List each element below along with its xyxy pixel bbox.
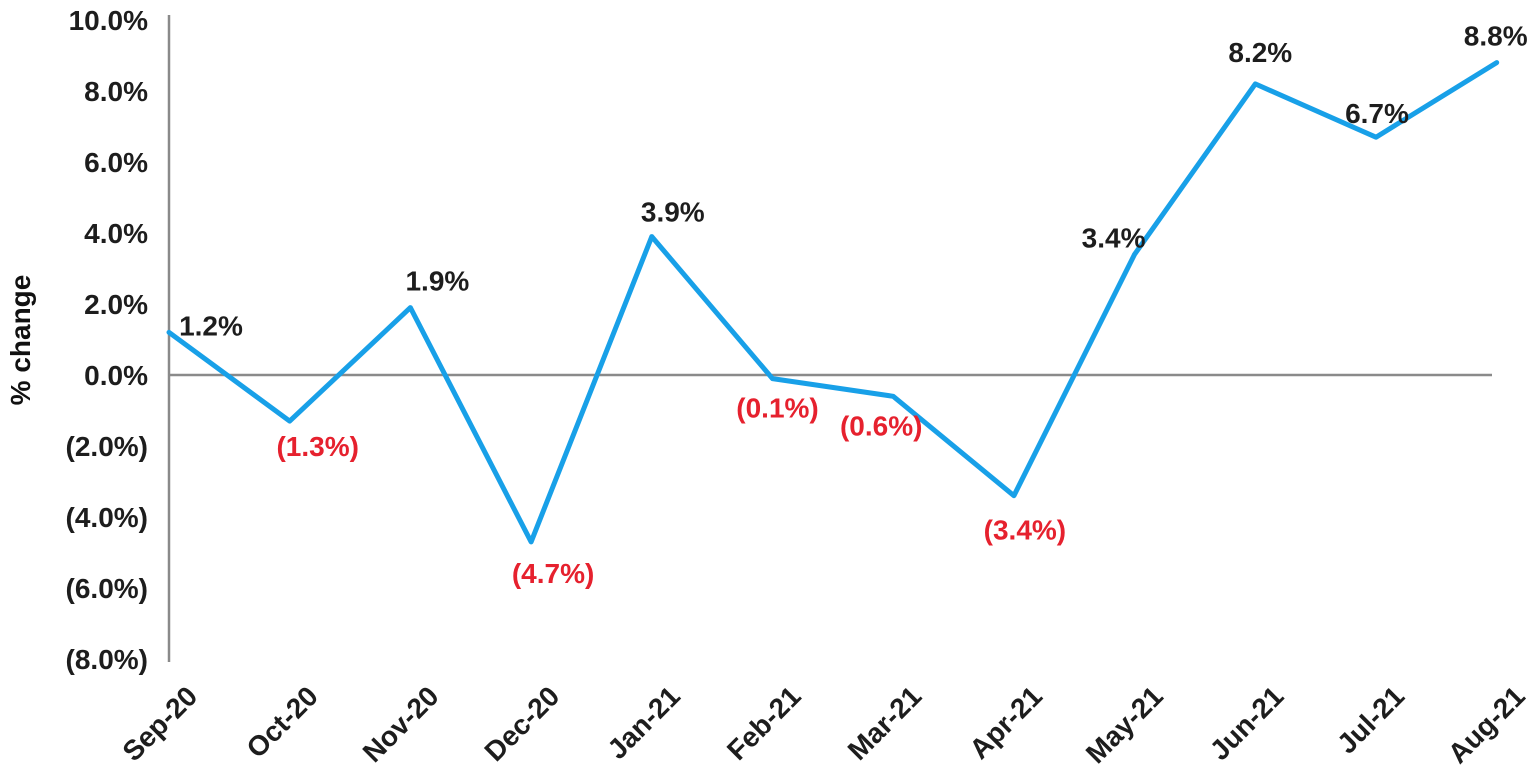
y-tick-label: (8.0%)	[66, 644, 148, 675]
y-tick-label: 0.0%	[84, 360, 148, 391]
data-label-positive: 6.7%	[1345, 98, 1409, 129]
y-tick-label: 10.0%	[69, 5, 148, 36]
x-category-label: Feb-21	[721, 680, 807, 766]
data-label-negative: (4.7%)	[512, 558, 594, 589]
data-label-positive: 1.2%	[179, 310, 243, 341]
data-labels-layer: 1.2% (1.3%) 1.9% (4.7%) 3.9% (0.1%) (0.6%) (3.4…	[179, 21, 1528, 589]
y-tick-label: 8.0%	[84, 76, 148, 107]
data-label-positive: 3.4%	[1082, 222, 1146, 253]
axes-layer	[167, 15, 1492, 662]
y-tick-label: (6.0%)	[66, 573, 148, 604]
y-tick-label: 4.0%	[84, 218, 148, 249]
y-tick-label: (4.0%)	[66, 502, 148, 533]
x-category-label: Sep-20	[116, 680, 203, 767]
data-label-positive: 8.2%	[1228, 37, 1292, 68]
x-category-label: Aug-21	[1442, 680, 1531, 769]
y-axis-title: % change	[5, 275, 36, 406]
data-label-negative: (1.3%)	[276, 431, 358, 462]
x-category-label: Mar-21	[842, 680, 928, 766]
data-label-negative: (3.4%)	[984, 515, 1066, 546]
y-tick-labels: 10.0% 8.0% 6.0% 4.0% 2.0% 0.0% (2.0%) (4.0%) (6.…	[66, 5, 149, 675]
x-category-label: Jul-21	[1331, 680, 1410, 759]
data-label-positive: 3.9%	[641, 197, 705, 228]
x-category-label: Jun-21	[1204, 680, 1290, 766]
x-category-label: Dec-20	[478, 680, 565, 767]
data-label-negative: (0.6%)	[840, 410, 922, 441]
data-label-positive: 8.8%	[1464, 21, 1528, 52]
x-category-label: May-21	[1080, 680, 1169, 769]
data-label-negative: (0.1%)	[736, 393, 818, 424]
y-tick-label: (2.0%)	[66, 431, 148, 462]
x-category-label: Jan-21	[601, 680, 686, 765]
data-label-positive: 1.9%	[405, 266, 469, 297]
series-line	[166, 60, 1500, 545]
x-category-label: Apr-21	[963, 680, 1048, 765]
x-category-label: Oct-20	[240, 680, 324, 764]
x-category-label: Nov-20	[357, 680, 445, 768]
x-category-labels: Sep-20 Oct-20 Nov-20 Dec-20 Jan-21 Feb-21 Mar-…	[116, 680, 1531, 769]
series-layer	[166, 60, 1500, 545]
y-tick-label: 6.0%	[84, 147, 148, 178]
y-tick-label: 2.0%	[84, 289, 148, 320]
